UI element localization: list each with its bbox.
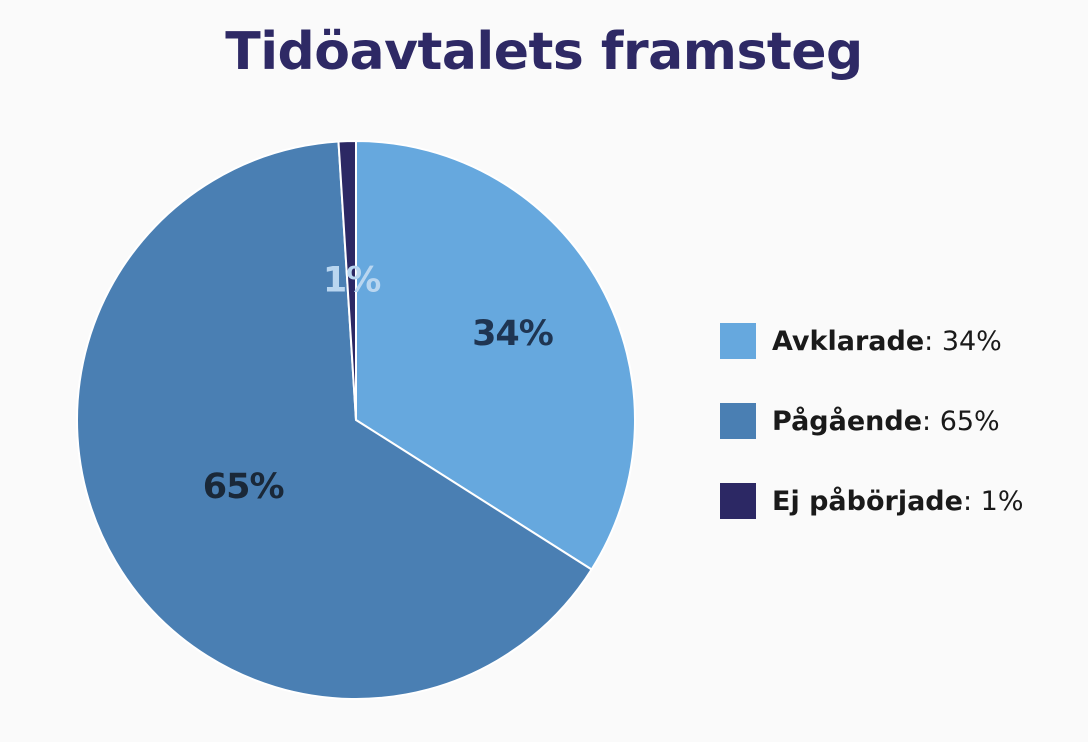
legend-label-pagaende: Pågående (772, 405, 923, 437)
pie-slice-1 (355, 139, 636, 571)
legend-swatch-pagaende (720, 403, 756, 439)
slice-label-3: 1% (323, 261, 380, 301)
legend-value-pagaende: 65% (939, 405, 1000, 437)
legend-swatch-avklarade (720, 323, 756, 359)
slice-label-1: 34% (472, 314, 553, 354)
legend-item-pagaende: Pågående: 65% (720, 400, 1023, 442)
legend-label-ej-paborjade: Ej påbörjade (772, 485, 963, 517)
slice-label-2: 65% (203, 467, 284, 507)
legend-swatch-ej-paborjade (720, 483, 756, 519)
legend-label-avklarade: Avklarade (772, 325, 925, 357)
legend-value-ej-paborjade: 1% (980, 485, 1024, 517)
chart-title: Tidöavtalets framsteg (225, 22, 863, 82)
legend-item-ej-paborjade: Ej påbörjade: 1% (720, 480, 1023, 522)
legend: Avklarade: 34% Pågående: 65% Ej påbörjad… (720, 320, 1023, 560)
pie-slice-2 (76, 140, 593, 700)
legend-value-avklarade: 34% (941, 325, 1002, 357)
legend-item-avklarade: Avklarade: 34% (720, 320, 1023, 362)
pie-slice-3 (337, 139, 357, 421)
